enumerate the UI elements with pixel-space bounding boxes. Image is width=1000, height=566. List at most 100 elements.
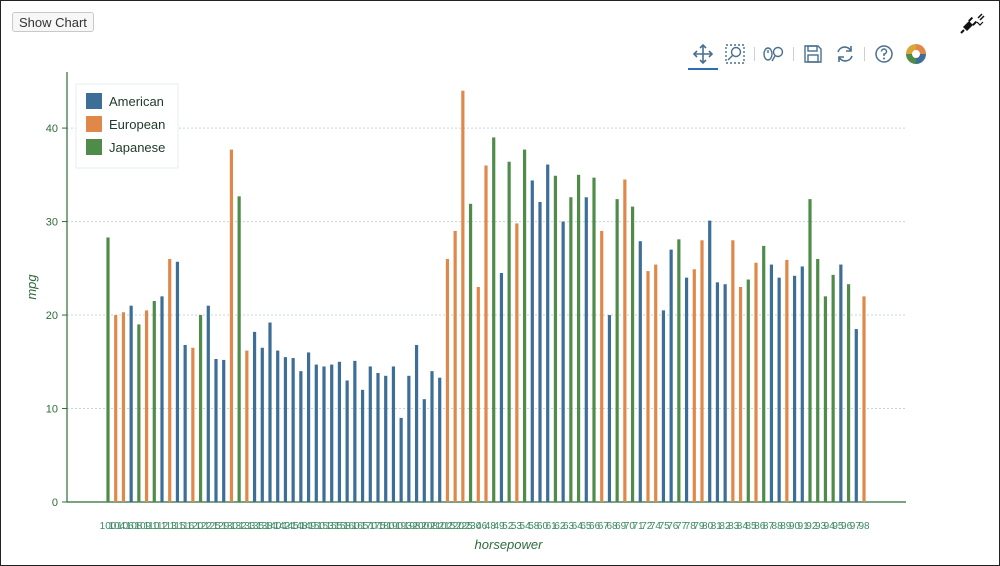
x-tick-label: 142 [273, 521, 290, 532]
legend-label-american: American [109, 94, 164, 109]
x-tick-label: 140 [265, 521, 282, 532]
bar-american [430, 371, 434, 502]
save-icon[interactable] [800, 41, 826, 67]
x-tick-label: 65 [580, 521, 592, 532]
bar-american [206, 305, 210, 502]
bar-japanese [630, 206, 635, 502]
x-tick-label: 132 [230, 521, 247, 532]
x-tick-label: 87 [763, 521, 775, 532]
bar-american [800, 266, 804, 502]
bar-european [738, 287, 743, 502]
legend-swatch-european [86, 116, 102, 132]
bar-american [399, 417, 403, 502]
x-tick-label: 88 [772, 521, 784, 532]
x-tick-label: 93 [815, 521, 827, 532]
x-tick-label: 53 [511, 521, 523, 532]
x-tick-label: 71 [633, 521, 645, 532]
legend-label-european: European [109, 117, 165, 132]
pan-icon[interactable] [688, 41, 718, 70]
bar-american [384, 375, 388, 502]
bar-american [546, 164, 550, 503]
x-tick-label: 85 [745, 521, 757, 532]
x-tick-label: 77 [676, 521, 688, 532]
bokeh-logo-icon[interactable] [903, 41, 929, 67]
bar-american [769, 264, 774, 502]
show-chart-button[interactable]: Show Chart [12, 12, 94, 32]
x-tick-label: 86 [754, 521, 766, 532]
x-tick-label: 133 [239, 521, 256, 532]
x-tick-label: 78 [685, 521, 697, 532]
x-tick-label: 165 [352, 521, 369, 532]
x-tick-label: 98 [858, 521, 870, 532]
bar-japanese [615, 199, 619, 502]
bar-european [229, 149, 234, 502]
bar-american [214, 358, 218, 502]
bar-american [715, 282, 720, 502]
x-tick-label: 122 [195, 521, 212, 532]
bar-american [314, 364, 318, 502]
x-tick-label: 193 [395, 521, 412, 532]
x-tick-label: 68 [606, 521, 618, 532]
x-tick-label: 46 [476, 521, 488, 532]
x-tick-label: 129 [213, 521, 230, 532]
bar-european [476, 287, 480, 502]
bar-european [700, 240, 704, 502]
x-tick-label: 130 [221, 521, 238, 532]
x-tick-label: 84 [737, 521, 749, 532]
bar-european [654, 264, 658, 502]
y-tick-label: 30 [46, 217, 58, 229]
x-tick-label: 210 [430, 521, 447, 532]
bar-american [283, 357, 288, 502]
bar-japanese [106, 237, 110, 502]
bar-american [360, 389, 365, 502]
bar-american [661, 310, 666, 502]
bar-japanese [576, 174, 581, 502]
x-tick-label: 91 [798, 521, 810, 532]
wheel-zoom-icon[interactable] [761, 41, 787, 67]
x-tick-label: 100 [100, 521, 117, 532]
bar-american [337, 361, 342, 502]
bar-european [623, 179, 627, 502]
bar-american [330, 364, 334, 502]
reset-icon[interactable] [832, 41, 858, 67]
x-tick-label: 138 [256, 521, 273, 532]
bar-european [785, 259, 789, 502]
x-tick-label: 225 [456, 521, 473, 532]
help-icon[interactable] [871, 41, 897, 67]
chart-toolbar [688, 40, 929, 70]
x-tick-label: 70 [624, 521, 636, 532]
bar-american [175, 261, 180, 502]
bar-japanese [846, 284, 851, 502]
x-tick-label: 120 [187, 521, 204, 532]
x-tick-label: 150 [308, 521, 325, 532]
x-tick-label: 198 [404, 521, 421, 532]
x-tick-label: 63 [563, 521, 575, 532]
bar-european [121, 312, 126, 502]
x-tick-label: 112 [152, 521, 168, 532]
x-tick-label: 116 [178, 521, 194, 532]
bar-american [306, 352, 311, 502]
bar-japanese [569, 197, 573, 502]
x-axis-label: horsepower [475, 537, 544, 552]
bar-japanese [492, 137, 496, 502]
x-tick-label: 109 [134, 521, 151, 532]
bar-american [252, 331, 257, 502]
box-zoom-icon[interactable] [722, 41, 748, 67]
x-tick-label: 220 [447, 521, 464, 532]
bar-american [291, 358, 295, 502]
toolbar-divider [864, 47, 865, 61]
bar-american [129, 305, 133, 502]
bar-american [669, 249, 673, 502]
bar-european [191, 347, 195, 502]
x-tick-label: 75 [659, 521, 671, 532]
bar-american [607, 315, 612, 502]
bar-american [376, 373, 380, 502]
x-tick-label: 110 [143, 521, 159, 532]
bar-european [461, 90, 465, 503]
x-tick-label: 145 [282, 521, 299, 532]
x-tick-label: 54 [520, 521, 532, 532]
bar-european [692, 269, 696, 502]
bar-japanese [831, 274, 835, 502]
bar-american [792, 275, 797, 502]
x-tick-label: 208 [421, 521, 438, 532]
